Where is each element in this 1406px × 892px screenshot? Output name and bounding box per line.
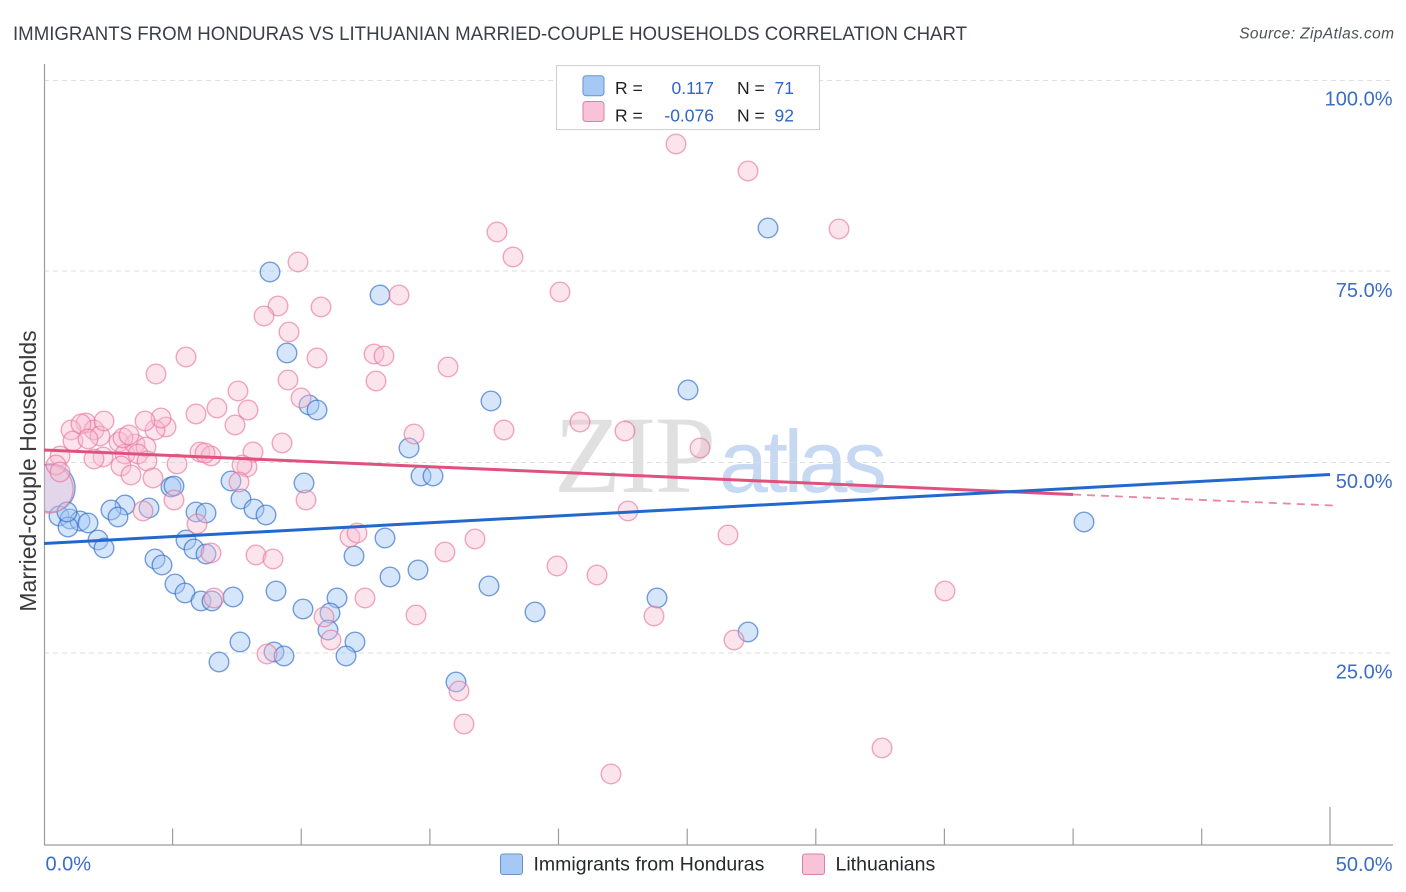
svg-text:atlas: atlas	[719, 412, 887, 511]
svg-text:Lithuanians: Lithuanians	[836, 854, 936, 876]
svg-text:92: 92	[775, 106, 794, 126]
svg-text:50.0%: 50.0%	[1336, 854, 1393, 876]
svg-text:N =: N =	[737, 106, 765, 126]
svg-text:0.0%: 0.0%	[46, 854, 92, 876]
svg-text:100.0%: 100.0%	[1325, 89, 1393, 111]
svg-text:Married-couple Households: Married-couple Households	[15, 330, 41, 611]
svg-text:R =: R =	[615, 106, 643, 126]
svg-text:-0.076: -0.076	[664, 106, 714, 126]
svg-text:25.0%: 25.0%	[1336, 662, 1393, 684]
svg-text:Source: ZipAtlas.com: Source: ZipAtlas.com	[1239, 26, 1394, 43]
svg-text:50.0%: 50.0%	[1336, 471, 1393, 493]
svg-text:Immigrants from Honduras: Immigrants from Honduras	[534, 854, 765, 876]
svg-text:0.117: 0.117	[672, 78, 715, 98]
svg-text:R =: R =	[615, 78, 643, 98]
svg-text:ZIP: ZIP	[554, 394, 716, 516]
svg-text:75.0%: 75.0%	[1336, 280, 1393, 302]
svg-text:N =: N =	[737, 78, 765, 98]
svg-text:71: 71	[775, 78, 794, 98]
svg-text:IMMIGRANTS FROM HONDURAS VS LI: IMMIGRANTS FROM HONDURAS VS LITHUANIAN M…	[13, 24, 967, 45]
